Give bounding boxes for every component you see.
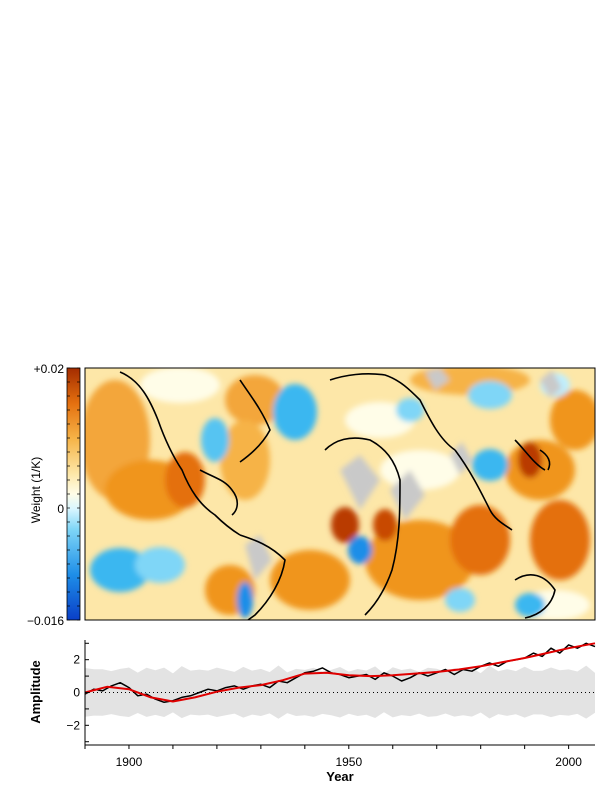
y-tick-label: 0	[73, 686, 80, 700]
y-tick-label: 2	[73, 653, 80, 667]
x-axis-label: Year	[326, 769, 353, 784]
colorbar-ticks	[67, 367, 80, 621]
amplitude-chart: 1900 1950 2000 −2 0 2 Year Amplitude	[28, 640, 596, 784]
y-axis-label: Amplitude	[28, 660, 43, 724]
colorbar-zero-label: 0	[57, 502, 64, 516]
y-ticks: −2 0 2	[66, 642, 89, 743]
map-anomaly-field	[85, 368, 595, 620]
colorbar-min-label: −0.016	[27, 614, 64, 628]
x-tick-label: 1950	[335, 755, 362, 769]
y-tick-label: −2	[66, 718, 80, 732]
x-ticks: 1900 1950 2000	[84, 745, 582, 769]
weight-map	[84, 367, 596, 621]
colorbar-max-label: +0.02	[34, 362, 65, 376]
uncertainty-band-shape	[85, 665, 595, 719]
x-tick-label: 2000	[555, 755, 582, 769]
series-layer	[84, 642, 596, 704]
coastlines	[119, 371, 556, 620]
x-tick-label: 1900	[116, 755, 143, 769]
colorbar: +0.02 0 −0.016 Weight (1/K)	[27, 362, 81, 628]
map-frame	[84, 367, 596, 621]
series-line-smoothed	[84, 642, 596, 703]
colorbar-title: Weight (1/K)	[29, 457, 43, 523]
